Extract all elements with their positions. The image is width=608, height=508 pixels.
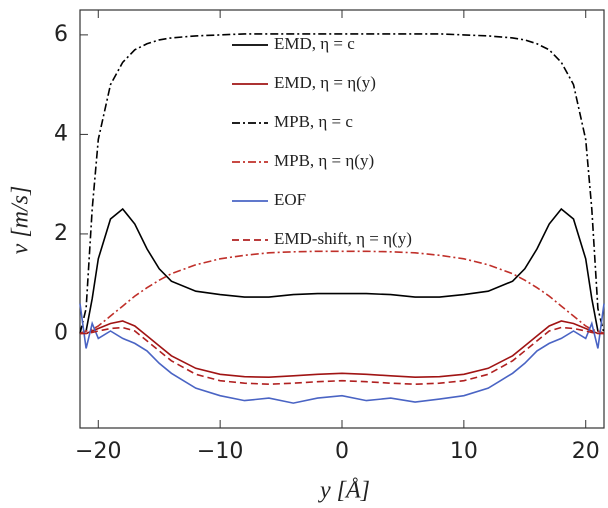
y-axis-label: v [m/s]: [8, 186, 34, 255]
legend-label: EOF: [274, 190, 306, 209]
y-tick-label: 6: [54, 22, 68, 47]
legend-label: EMD, η = η(y): [274, 73, 376, 92]
y-tick-label: 2: [54, 221, 68, 246]
legend-label: EMD, η = c: [274, 34, 355, 53]
series-line: [80, 326, 604, 386]
legend-label: MPB, η = η(y): [274, 151, 374, 170]
legend-label: EMD-shift, η = η(y): [274, 229, 412, 248]
x-tick-label: 10: [450, 439, 478, 464]
legend-label: MPB, η = c: [274, 112, 353, 131]
x-tick-label: −20: [75, 439, 121, 464]
series-line: [79, 303, 605, 404]
x-tick-label: 0: [335, 439, 349, 464]
series-line: [80, 320, 604, 379]
y-tick-label: 4: [54, 121, 68, 146]
x-tick-label: −10: [197, 439, 243, 464]
series-line: [79, 250, 605, 335]
x-axis-label: y [Å]: [318, 478, 370, 504]
series-line: [79, 33, 605, 334]
y-tick-label: 0: [54, 320, 68, 345]
x-tick-label: 20: [572, 439, 600, 464]
series-line: [79, 207, 605, 335]
